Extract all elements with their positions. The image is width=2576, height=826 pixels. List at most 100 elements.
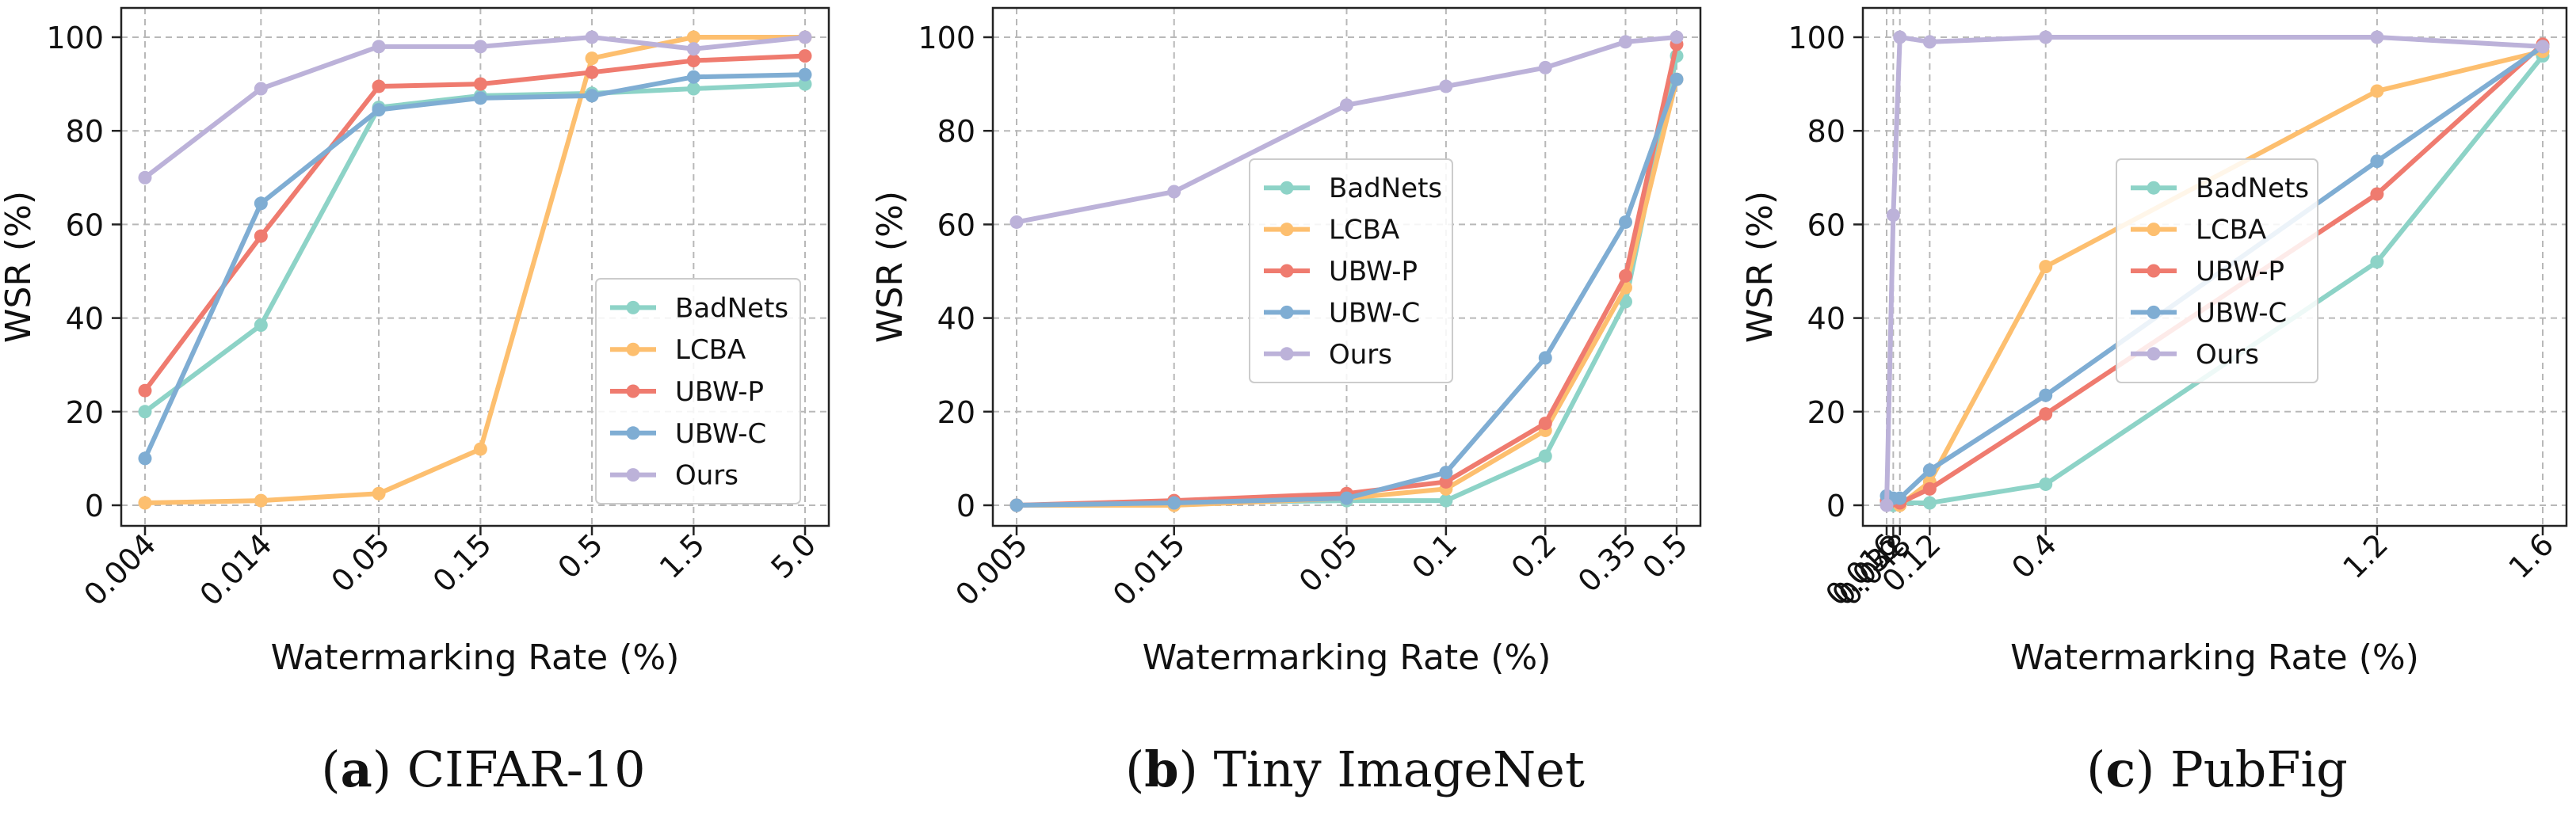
y-tick-label: 20 — [1807, 395, 1845, 430]
x-axis-label: Watermarking Rate (%) — [1143, 638, 1551, 678]
legend-label-ours: Ours — [1329, 339, 1392, 371]
data-point-lcba — [372, 486, 386, 501]
x-tick-label: 0.015 — [1106, 527, 1192, 612]
data-point-ours — [798, 30, 812, 44]
y-tick-label: 100 — [918, 21, 975, 55]
data-point-ubw-p — [798, 49, 812, 63]
y-tick-label: 60 — [937, 207, 975, 242]
y-axis-label: WSR (%) — [870, 191, 910, 343]
legend-marker — [1280, 305, 1294, 319]
y-tick-label: 100 — [1788, 21, 1845, 55]
axes-frame — [120, 6, 830, 527]
data-point-ubw-p — [686, 54, 700, 68]
data-point-badnets — [1922, 496, 1937, 510]
legend-marker — [2147, 305, 2161, 319]
x-tick-label: 0.05 — [324, 527, 396, 599]
axes-frame — [1861, 6, 2568, 527]
y-tick-label: 0 — [1826, 489, 1845, 523]
y-tick-label: 0 — [956, 489, 975, 523]
data-point-lcba — [2039, 260, 2053, 274]
legend-label-ubw-p: UBW-P — [2196, 256, 2284, 287]
data-point-ubw-c — [1009, 498, 1024, 512]
data-point-ours — [1893, 30, 1907, 44]
legend: BadNets LCBA UBW-P UBW-C Ours — [1249, 158, 1453, 383]
caption-c: (c) PubFig — [2086, 740, 2348, 798]
data-point-badnets — [2370, 255, 2384, 269]
legend: BadNets LCBA UBW-P UBW-C Ours — [595, 278, 801, 504]
data-point-lcba — [254, 493, 268, 508]
data-point-ours — [585, 30, 599, 44]
chart-panel-b: 0 20 40 60 80 100 0.005 0.015 0.05 0.1 0.2 0.350.5 W… — [870, 6, 1702, 678]
legend-marker — [626, 468, 640, 482]
data-point-ubw-p — [254, 229, 268, 243]
legend-label-badnets: BadNets — [2196, 173, 2309, 204]
x-tick-label: 0.2 — [1505, 527, 1563, 585]
legend-marker — [2147, 181, 2161, 195]
data-point-ours — [138, 170, 152, 185]
legend-marker — [626, 300, 640, 314]
data-point-badnets — [138, 405, 152, 419]
caption-a: (a) CIFAR-10 — [321, 740, 646, 798]
legend-label-ubw-p: UBW-P — [675, 376, 764, 408]
data-point-lcba — [473, 442, 487, 456]
data-point-ours — [1618, 35, 1632, 49]
x-tick-label: 1.5 — [653, 527, 712, 585]
y-tick-label: 60 — [66, 207, 104, 242]
data-point-ours — [1880, 498, 1894, 512]
data-point-ours — [1538, 60, 1552, 74]
chart-panel-a: 0 20 40 60 80 100 0.004 0.014 0.05 0.15 0.5 1.5 5.0 W… — [0, 6, 830, 678]
x-tick-label: 0.35 — [1571, 527, 1643, 599]
data-point-badnets — [254, 318, 268, 332]
data-point-ubw-c — [372, 103, 386, 117]
data-point-ubw-c — [2370, 154, 2384, 169]
x-tick-label: 0.15 — [426, 527, 498, 599]
legend-box — [595, 278, 801, 504]
legend-marker — [1280, 347, 1294, 361]
data-point-ubw-p — [473, 77, 487, 91]
legend-label-lcba: LCBA — [1329, 215, 1399, 246]
data-point-ubw-c — [1618, 215, 1632, 229]
data-point-ours — [1439, 79, 1453, 93]
y-tick-label: 80 — [1807, 114, 1845, 149]
legend-marker — [1280, 264, 1294, 278]
data-point-ubw-c — [798, 67, 812, 82]
legend-marker — [626, 384, 640, 398]
legend-marker — [1280, 181, 1294, 195]
data-point-ours — [1009, 215, 1024, 229]
data-point-ours — [254, 82, 268, 96]
x-tick-label: 0.05 — [1292, 527, 1364, 599]
legend-marker — [2147, 264, 2161, 278]
data-point-ours — [2536, 40, 2550, 54]
data-point-ubw-c — [473, 91, 487, 105]
data-point-ubw-p — [1538, 417, 1552, 431]
data-point-ubw-c — [1670, 72, 1684, 86]
legend-label-ubw-p: UBW-P — [1329, 256, 1418, 287]
data-point-lcba — [138, 496, 152, 510]
legend-label-lcba: LCBA — [675, 334, 746, 366]
data-point-ubw-c — [1340, 491, 1353, 505]
y-axis-label: WSR (%) — [0, 191, 39, 343]
data-point-ubw-p — [372, 79, 386, 93]
x-tick-label: 0.014 — [193, 527, 279, 612]
data-point-badnets — [1538, 449, 1552, 463]
y-tick-label: 0 — [85, 489, 104, 523]
data-point-ours — [1167, 185, 1181, 199]
legend-label-badnets: BadNets — [1329, 173, 1442, 204]
x-tick-label: 0.5 — [551, 527, 610, 585]
x-axis-label: Watermarking Rate (%) — [271, 638, 680, 678]
legend-label-ours: Ours — [675, 460, 738, 492]
y-axis-label: WSR (%) — [1740, 191, 1780, 343]
data-point-ubw-c — [585, 89, 599, 103]
data-point-ours — [2370, 30, 2384, 44]
data-point-ours — [686, 42, 700, 56]
y-tick-label: 40 — [937, 302, 975, 337]
y-tick-label: 40 — [1807, 302, 1845, 337]
data-point-lcba — [2370, 84, 2384, 98]
data-point-ubw-p — [1439, 474, 1453, 489]
y-tick-label: 20 — [937, 395, 975, 430]
legend-label-ubw-c: UBW-C — [1329, 297, 1420, 329]
legend-marker — [1280, 223, 1294, 237]
y-tick-label: 20 — [66, 395, 104, 430]
x-tick-label: 1.6 — [2502, 527, 2561, 585]
legend-box — [2116, 158, 2318, 383]
